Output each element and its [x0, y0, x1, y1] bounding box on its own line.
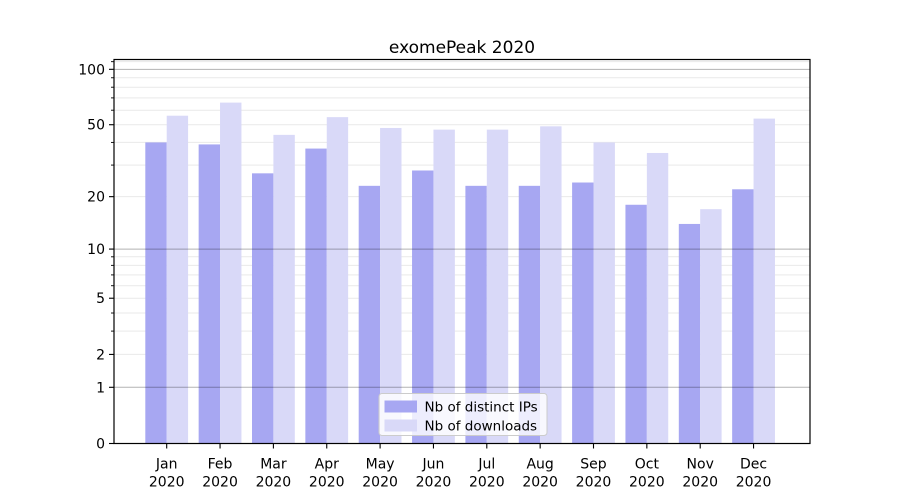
x-tick-label-month: Dec: [740, 457, 767, 473]
bar-distinct-ips: [198, 144, 221, 444]
bar-downloads: [380, 127, 402, 444]
legend-label-distinct-ips: Nb of distinct IPs: [425, 400, 538, 416]
x-tick-label-month: Feb: [208, 457, 233, 473]
bar-downloads: [433, 129, 455, 444]
x-tick-label-month: Jun: [422, 457, 445, 473]
legend-swatch-downloads: [384, 419, 417, 432]
y-tick-label: 0: [96, 437, 105, 453]
x-tick-label-month: Jul: [477, 457, 495, 473]
y-tick-label: 1: [96, 380, 105, 396]
plot-border: [113, 58, 811, 445]
x-tick-label-month: Apr: [315, 457, 339, 473]
legend-box: [378, 393, 548, 436]
x-tick-label-month: Jan: [155, 457, 178, 473]
bar-distinct-ips: [678, 223, 701, 444]
chart-title: exomePeak 2020: [389, 38, 535, 58]
bar-distinct-ips: [465, 185, 487, 444]
y-tick-label: 10: [87, 242, 105, 258]
bar-downloads: [593, 142, 615, 444]
x-tick-label-month: Oct: [635, 457, 660, 473]
bar-downloads: [166, 115, 189, 444]
bar-distinct-ips: [358, 185, 381, 444]
legend-swatch-distinct-ips: [384, 400, 417, 413]
x-tick-label-month: Aug: [526, 457, 553, 473]
x-tick-label-year: 2020: [576, 475, 612, 491]
x-tick-label-year: 2020: [629, 475, 665, 491]
x-tick-label-year: 2020: [149, 475, 185, 491]
x-tick-label-month: Sep: [580, 457, 607, 473]
x-tick-label-year: 2020: [469, 475, 505, 491]
bar-distinct-ips: [412, 170, 434, 444]
x-tick-label-year: 2020: [202, 475, 238, 491]
y-tick-label: 50: [87, 118, 105, 134]
x-tick-label-year: 2020: [522, 475, 558, 491]
bar-distinct-ips: [252, 173, 274, 444]
legend-label-downloads: Nb of downloads: [425, 419, 538, 435]
bar-distinct-ips: [625, 204, 647, 444]
y-tick-label: 20: [87, 190, 105, 206]
bar-downloads: [273, 134, 295, 444]
x-tick-label-year: 2020: [416, 475, 452, 491]
bar-distinct-ips: [145, 142, 167, 444]
y-tick-label: 100: [78, 62, 105, 78]
bar-downloads: [753, 118, 775, 444]
x-tick-label-year: 2020: [256, 475, 292, 491]
x-tick-label-month: May: [366, 457, 395, 473]
bar-distinct-ips: [732, 189, 754, 444]
y-tick-label: 5: [96, 291, 105, 307]
bar-downloads: [646, 152, 669, 444]
bar-downloads: [486, 129, 509, 444]
x-tick-label-month: Mar: [260, 457, 287, 473]
bar-downloads: [326, 117, 349, 444]
bar-distinct-ips: [305, 148, 327, 444]
x-tick-label-month: Nov: [687, 457, 714, 473]
x-tick-label-year: 2020: [682, 475, 718, 491]
x-tick-label-year: 2020: [736, 475, 772, 491]
bar-distinct-ips: [572, 182, 594, 444]
bar-distinct-ips: [518, 185, 541, 444]
bar-downloads: [700, 209, 722, 444]
bar-downloads: [220, 102, 242, 444]
bar-downloads: [540, 126, 562, 444]
x-tick-label-year: 2020: [309, 475, 345, 491]
x-tick-label-year: 2020: [362, 475, 398, 491]
y-tick-label: 2: [96, 347, 105, 363]
